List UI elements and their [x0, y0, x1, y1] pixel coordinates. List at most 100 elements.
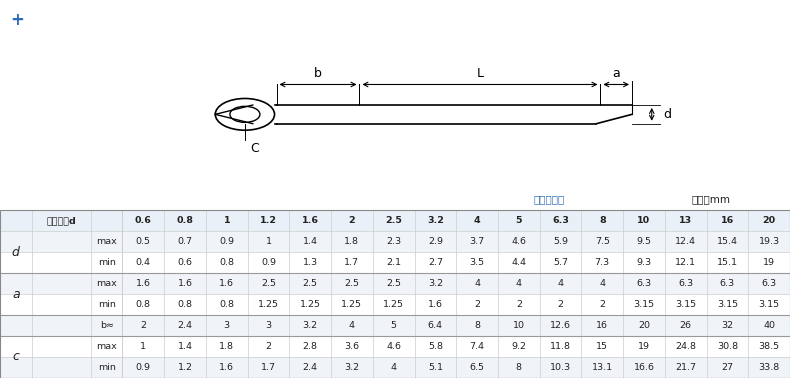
Text: 0.9: 0.9 [136, 363, 151, 372]
Text: 2.9: 2.9 [428, 237, 443, 246]
Text: b: b [314, 67, 322, 80]
Text: 商品参数: 商品参数 [33, 13, 66, 27]
Text: 7.3: 7.3 [595, 258, 610, 267]
Text: 0.5: 0.5 [136, 237, 151, 246]
Text: 21.7: 21.7 [675, 363, 696, 372]
Text: 2.5: 2.5 [303, 279, 318, 288]
Text: 3.6: 3.6 [344, 342, 359, 351]
Text: 6.5: 6.5 [469, 363, 484, 372]
Text: min: min [98, 363, 115, 372]
Text: 3.2: 3.2 [428, 279, 443, 288]
Text: 4: 4 [474, 216, 480, 225]
Text: 0.8: 0.8 [220, 300, 235, 309]
Text: 2: 2 [141, 321, 146, 330]
Text: 24.8: 24.8 [675, 342, 696, 351]
Text: 15.1: 15.1 [717, 258, 738, 267]
Text: 4: 4 [349, 321, 355, 330]
Text: 0.8: 0.8 [178, 300, 193, 309]
Text: 1.3: 1.3 [303, 258, 318, 267]
Text: 1: 1 [265, 237, 272, 246]
Text: 16: 16 [720, 216, 734, 225]
Text: 16: 16 [596, 321, 608, 330]
Text: 2.3: 2.3 [386, 237, 401, 246]
Text: L: L [476, 67, 483, 80]
Text: 32: 32 [721, 321, 733, 330]
Text: 1.6: 1.6 [136, 279, 151, 288]
Text: 15: 15 [596, 342, 608, 351]
Text: 3.7: 3.7 [469, 237, 484, 246]
Text: 1.7: 1.7 [261, 363, 276, 372]
Text: 6.3: 6.3 [637, 279, 652, 288]
Text: a: a [612, 67, 620, 80]
Text: 7.4: 7.4 [469, 342, 484, 351]
Text: 3.15: 3.15 [634, 300, 655, 309]
Text: 1.4: 1.4 [303, 237, 318, 246]
Text: 5.7: 5.7 [553, 258, 568, 267]
Text: 15.4: 15.4 [717, 237, 738, 246]
Text: 3.5: 3.5 [469, 258, 484, 267]
Text: 存在正负公: 存在正负公 [533, 195, 565, 204]
Text: 27: 27 [721, 363, 733, 372]
Text: 12.6: 12.6 [550, 321, 571, 330]
Text: 10.3: 10.3 [550, 363, 571, 372]
Text: 1.25: 1.25 [341, 300, 363, 309]
Text: 0.8: 0.8 [136, 300, 151, 309]
Text: 4: 4 [516, 279, 522, 288]
Text: 公称规格d: 公称规格d [47, 216, 76, 225]
Text: 2: 2 [265, 342, 272, 351]
Text: 3.2: 3.2 [427, 216, 444, 225]
Text: 0.6: 0.6 [135, 216, 152, 225]
Bar [0, 231, 790, 252]
Text: 4: 4 [390, 363, 397, 372]
Text: min: min [98, 258, 115, 267]
Text: d: d [664, 108, 672, 121]
Text: d: d [12, 245, 20, 259]
Text: +: + [10, 11, 24, 29]
Text: 3: 3 [224, 321, 230, 330]
Text: 2.4: 2.4 [178, 321, 193, 330]
Text: 1.6: 1.6 [428, 300, 443, 309]
Text: 9.3: 9.3 [637, 258, 652, 267]
Text: 3.15: 3.15 [758, 300, 780, 309]
Text: 5.9: 5.9 [553, 237, 568, 246]
Text: 2.4: 2.4 [303, 363, 318, 372]
Text: 13: 13 [679, 216, 692, 225]
Bar [0, 273, 790, 294]
Text: 13.1: 13.1 [592, 363, 613, 372]
Text: 26: 26 [679, 321, 692, 330]
Bar [0, 315, 790, 336]
Text: 1.2: 1.2 [178, 363, 193, 372]
Text: 2: 2 [474, 300, 480, 309]
Text: 40: 40 [763, 321, 775, 330]
Text: 4.6: 4.6 [511, 237, 526, 246]
Text: C: C [250, 143, 259, 155]
Text: max: max [96, 237, 117, 246]
Text: 1.6: 1.6 [220, 279, 235, 288]
Text: 2.5: 2.5 [386, 216, 402, 225]
Text: / PRODCTS SIZE: / PRODCTS SIZE [91, 15, 180, 25]
Text: 5.8: 5.8 [428, 342, 443, 351]
Text: 30.8: 30.8 [717, 342, 738, 351]
Text: 3.15: 3.15 [675, 300, 696, 309]
Text: 6.3: 6.3 [552, 216, 569, 225]
Text: 2: 2 [516, 300, 522, 309]
Text: 6.3: 6.3 [678, 279, 694, 288]
Text: 5: 5 [516, 216, 522, 225]
Text: 0.6: 0.6 [178, 258, 193, 267]
Text: 1.6: 1.6 [302, 216, 318, 225]
Bar [0, 210, 790, 231]
Text: 6.3: 6.3 [762, 279, 777, 288]
Text: 1.2: 1.2 [260, 216, 277, 225]
Text: 0.9: 0.9 [261, 258, 276, 267]
Text: 12.4: 12.4 [675, 237, 696, 246]
Text: 10: 10 [638, 216, 650, 225]
Text: 1: 1 [224, 216, 230, 225]
Text: 2: 2 [558, 300, 563, 309]
Text: a: a [12, 288, 20, 301]
Text: min: min [98, 300, 115, 309]
Text: 8: 8 [516, 363, 522, 372]
Text: 11.8: 11.8 [550, 342, 571, 351]
Text: 20: 20 [762, 216, 776, 225]
Text: 2.8: 2.8 [303, 342, 318, 351]
Text: 4.6: 4.6 [386, 342, 401, 351]
